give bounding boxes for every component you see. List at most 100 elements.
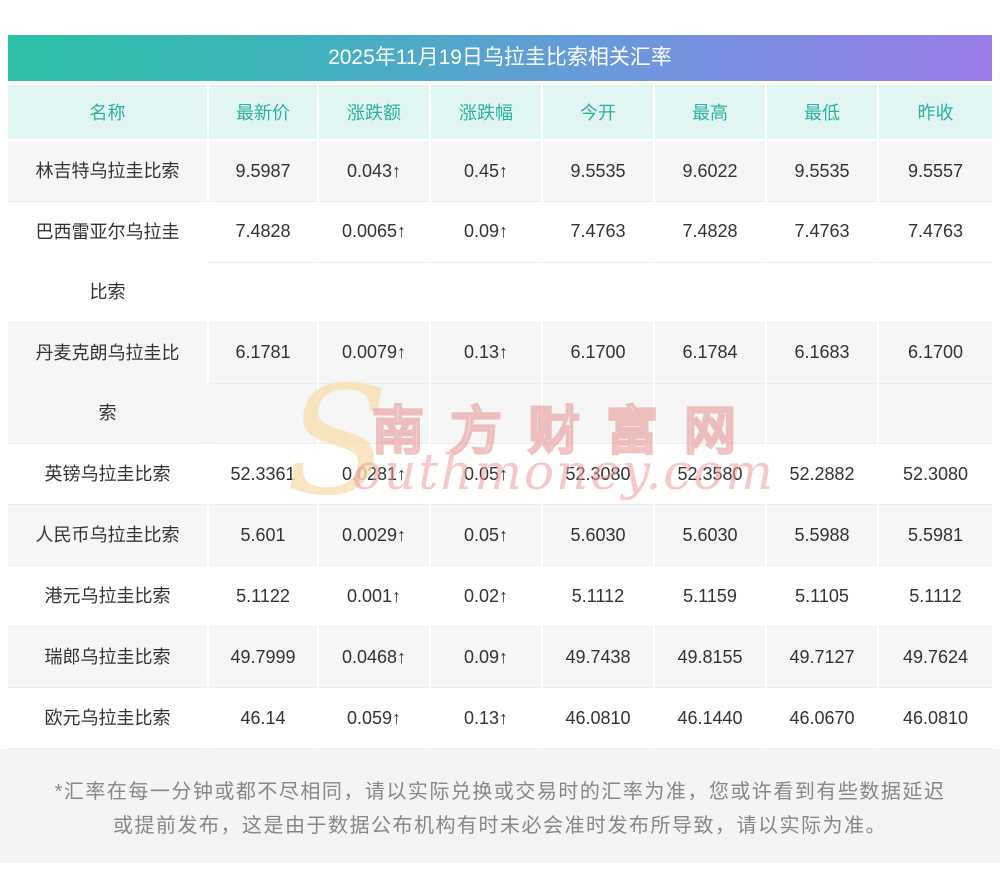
cell-change: 0.001↑ xyxy=(317,565,430,627)
cell-empty xyxy=(541,262,654,323)
cell-high: 7.4828 xyxy=(653,201,766,263)
page-title-text: 2025年11月19日乌拉圭比索相关汇率 xyxy=(328,46,672,69)
cell-high: 52.3580 xyxy=(653,443,766,505)
table-row: 林吉特乌拉圭比索 9.5987 0.043↑ 0.45↑ 9.5535 9.6022 9.5… xyxy=(8,140,992,202)
table-row: 人民币乌拉圭比索 5.601 0.0029↑ 0.05↑ 5.6030 5.6030 5.5… xyxy=(8,504,992,566)
column-header-low: 最低 xyxy=(765,85,878,141)
cell-empty xyxy=(317,383,430,444)
cell-low: 6.1683 xyxy=(765,322,878,384)
cell-prev: 6.1700 xyxy=(877,322,992,384)
cell-open: 9.5535 xyxy=(541,140,654,202)
cell-change: 0.0079↑ xyxy=(317,322,430,384)
column-header-change: 涨跌额 xyxy=(317,85,430,141)
cell-high: 5.1159 xyxy=(653,565,766,627)
cell-open: 7.4763 xyxy=(541,201,654,263)
cell-high: 6.1784 xyxy=(653,322,766,384)
column-header-high: 最高 xyxy=(653,85,766,141)
cell-empty xyxy=(317,262,430,323)
cell-low: 49.7127 xyxy=(765,626,878,688)
cell-empty xyxy=(429,383,542,444)
cell-high: 5.6030 xyxy=(653,504,766,566)
cell-pct: 0.09↑ xyxy=(429,201,542,263)
cell-change: 0.0281↑ xyxy=(317,443,430,505)
cell-empty xyxy=(877,262,992,323)
column-header-open: 今开 xyxy=(541,85,654,141)
cell-change: 0.0468↑ xyxy=(317,626,430,688)
cell-prev: 5.1112 xyxy=(877,565,992,627)
cell-latest: 5.1122 xyxy=(207,565,318,627)
page: { "title": "2025年11月19日乌拉圭比索相关汇率", "tabl… xyxy=(0,35,1000,888)
cell-open: 46.0810 xyxy=(541,687,654,749)
cell-prev: 9.5557 xyxy=(877,140,992,202)
column-header-pct: 涨跌幅 xyxy=(429,85,542,141)
cell-empty xyxy=(208,383,318,444)
cell-latest: 5.601 xyxy=(207,504,318,566)
cell-low: 9.5535 xyxy=(765,140,878,202)
cell-latest: 9.5987 xyxy=(207,140,318,202)
cell-change: 0.0029↑ xyxy=(317,504,430,566)
disclaimer-section: *汇率在每一分钟或都不尽相同，请以实际兑换或交易时的汇率为准，您或许看到有些数据… xyxy=(0,749,1000,863)
cell-empty xyxy=(208,262,318,323)
cell-pct: 0.05↑ xyxy=(429,504,542,566)
currency-name: 人民币乌拉圭比索 xyxy=(8,504,208,566)
table-row: 英镑乌拉圭比索 52.3361 0.0281↑ 0.05↑ 52.3080 52.3580… xyxy=(8,443,992,505)
cell-pct: 0.45↑ xyxy=(429,140,542,202)
cell-open: 52.3080 xyxy=(541,443,654,505)
table-row: 港元乌拉圭比索 5.1122 0.001↑ 0.02↑ 5.1112 5.1159 5.11… xyxy=(8,565,992,627)
cell-empty xyxy=(541,383,654,444)
cell-latest: 49.7999 xyxy=(207,626,318,688)
cell-open: 5.6030 xyxy=(541,504,654,566)
currency-name: 巴西雷亚尔乌拉圭比索 xyxy=(8,201,208,323)
cell-open: 6.1700 xyxy=(541,322,654,384)
disclaimer-text: *汇率在每一分钟或都不尽相同，请以实际兑换或交易时的汇率为准，您或许看到有些数据… xyxy=(54,781,946,837)
column-header-prev: 昨收 xyxy=(877,85,992,141)
column-header-name: 名称 xyxy=(8,85,208,141)
cell-prev: 49.7624 xyxy=(877,626,992,688)
column-header-latest: 最新价 xyxy=(207,85,318,141)
cell-pct: 0.05↑ xyxy=(429,443,542,505)
cell-low: 5.5988 xyxy=(765,504,878,566)
cell-low: 7.4763 xyxy=(765,201,878,263)
currency-name: 林吉特乌拉圭比索 xyxy=(8,140,208,202)
cell-change: 0.059↑ xyxy=(317,687,430,749)
cell-latest: 6.1781 xyxy=(207,322,318,384)
cell-pct: 0.13↑ xyxy=(429,322,542,384)
table-header-row: 名称 最新价 涨跌额 涨跌幅 今开 最高 最低 昨收 xyxy=(8,85,992,141)
cell-empty xyxy=(765,383,878,444)
cell-high: 49.8155 xyxy=(653,626,766,688)
cell-latest: 7.4828 xyxy=(207,201,318,263)
cell-prev: 52.3080 xyxy=(877,443,992,505)
cell-high: 9.6022 xyxy=(653,140,766,202)
cell-pct: 0.02↑ xyxy=(429,565,542,627)
table-row-filler xyxy=(8,383,992,444)
cell-empty xyxy=(653,262,766,323)
table-row: 瑞郎乌拉圭比索 49.7999 0.0468↑ 0.09↑ 49.7438 49.8155… xyxy=(8,626,992,688)
exchange-rates-table: 名称 最新价 涨跌额 涨跌幅 今开 最高 最低 昨收 林吉特乌拉圭比索 9.5987 0.043↑… xyxy=(8,85,992,749)
cell-prev: 46.0810 xyxy=(877,687,992,749)
cell-empty xyxy=(429,262,542,323)
cell-latest: 46.14 xyxy=(207,687,318,749)
cell-low: 52.2882 xyxy=(765,443,878,505)
currency-name: 欧元乌拉圭比索 xyxy=(8,687,208,749)
cell-high: 46.1440 xyxy=(653,687,766,749)
table-row-filler xyxy=(8,262,992,323)
cell-open: 5.1112 xyxy=(541,565,654,627)
cell-low: 46.0670 xyxy=(765,687,878,749)
cell-change: 0.0065↑ xyxy=(317,201,430,263)
table-row: 巴西雷亚尔乌拉圭比索 7.4828 0.0065↑ 0.09↑ 7.4763 7.4828… xyxy=(8,201,992,323)
cell-pct: 0.09↑ xyxy=(429,626,542,688)
currency-name: 丹麦克朗乌拉圭比索 xyxy=(8,322,208,444)
cell-empty xyxy=(765,262,878,323)
cell-change: 0.043↑ xyxy=(317,140,430,202)
table-row: 欧元乌拉圭比索 46.14 0.059↑ 0.13↑ 46.0810 46.1440 46.… xyxy=(8,687,992,749)
cell-empty xyxy=(877,383,992,444)
page-title: 2025年11月19日乌拉圭比索相关汇率 xyxy=(8,35,992,81)
cell-open: 49.7438 xyxy=(541,626,654,688)
cell-low: 5.1105 xyxy=(765,565,878,627)
currency-name: 英镑乌拉圭比索 xyxy=(8,443,208,505)
cell-prev: 5.5981 xyxy=(877,504,992,566)
currency-name: 港元乌拉圭比索 xyxy=(8,565,208,627)
table-row: 丹麦克朗乌拉圭比索 6.1781 0.0079↑ 0.13↑ 6.1700 6.1784 6… xyxy=(8,322,992,444)
cell-pct: 0.13↑ xyxy=(429,687,542,749)
cell-empty xyxy=(653,383,766,444)
